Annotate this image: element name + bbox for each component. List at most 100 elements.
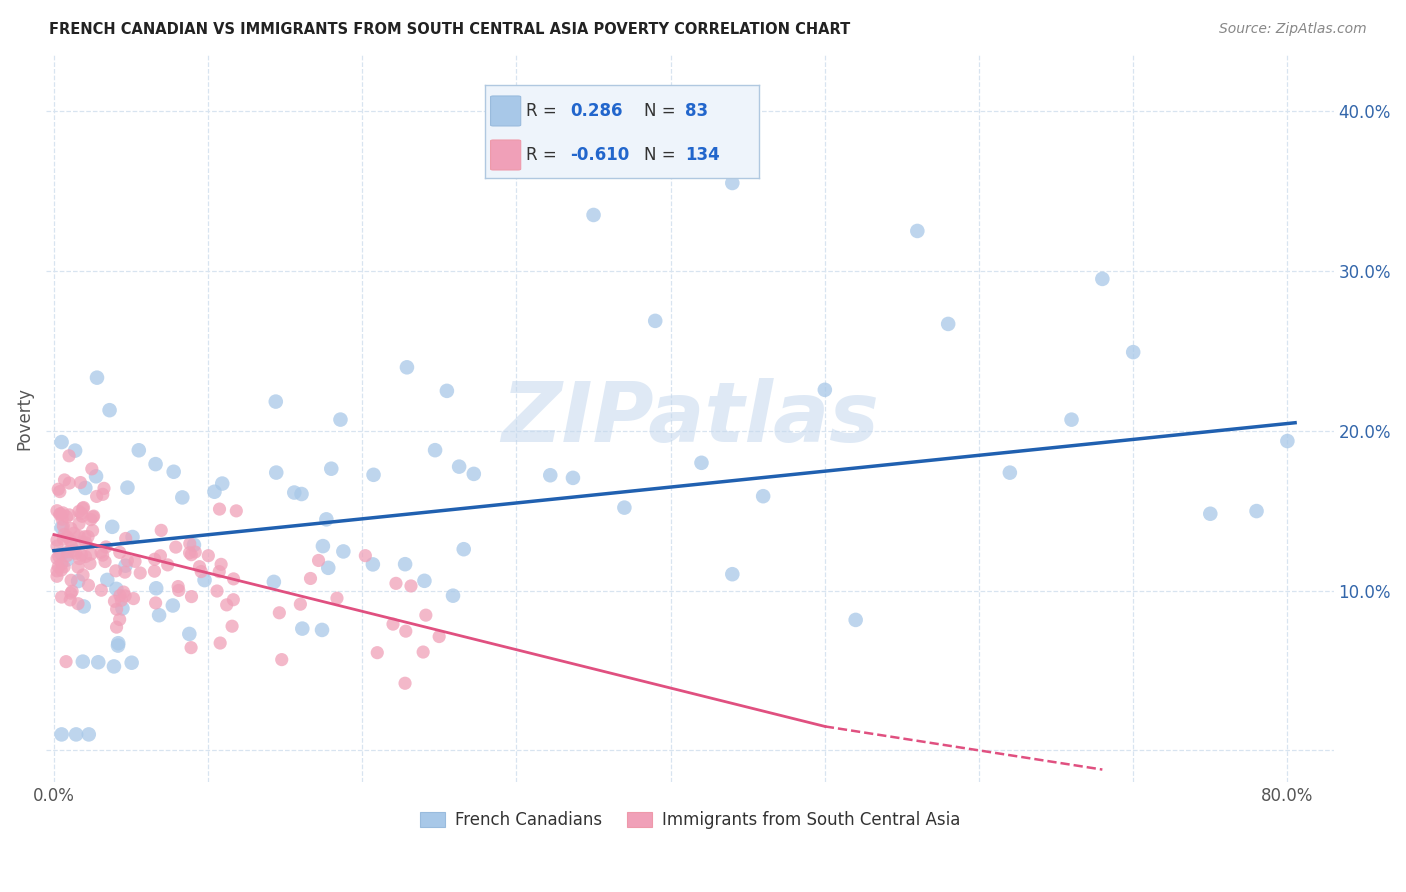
Point [1199,507,1222,521]
Point [179,627,201,641]
Point [172,491,194,505]
Point [105,620,128,634]
Text: 83: 83 [685,102,709,120]
Point [179,546,201,560]
Point [67,516,90,531]
Point [65,727,87,741]
Point [385,576,408,591]
Point [205,584,228,599]
Point [463,467,485,481]
Point [108,545,131,559]
Point [399,579,422,593]
Point [321,461,343,475]
Point [73,530,96,544]
Point [53,527,76,541]
Point [1060,412,1083,426]
Point [86,370,108,384]
Point [197,549,219,563]
Point [117,481,139,495]
Point [394,558,416,572]
Point [453,542,475,557]
Point [91,548,114,562]
Point [690,456,713,470]
Text: N =: N = [644,146,676,164]
FancyBboxPatch shape [491,96,520,126]
Point [204,484,226,499]
Point [75,481,97,495]
Point [188,559,211,574]
Point [149,549,172,563]
Point [211,476,233,491]
Point [721,567,744,582]
Point [264,394,287,409]
Point [94,540,117,554]
Point [270,652,292,666]
Point [290,597,312,611]
Point [46,539,69,553]
Point [814,383,837,397]
Point [121,530,143,544]
Point [156,558,179,572]
Point [299,572,322,586]
Point [415,608,437,623]
Point [56,530,79,544]
Point [394,676,416,690]
Point [361,558,384,572]
Point [183,538,205,552]
Point [193,573,215,587]
Point [58,476,80,491]
Point [395,360,418,375]
Point [51,563,73,577]
Point [46,504,69,518]
Point [167,580,190,594]
Point [221,619,243,633]
Point [366,646,388,660]
Point [58,449,80,463]
Point [165,540,187,554]
Point [1246,504,1268,518]
Point [63,443,86,458]
Point [48,549,70,564]
Point [208,565,231,579]
Point [84,469,107,483]
Point [75,549,97,564]
Y-axis label: Poverty: Poverty [15,387,32,450]
Point [107,636,129,650]
Point [67,504,90,518]
Point [112,585,135,599]
Point [65,546,87,560]
Point [162,599,184,613]
Point [264,466,287,480]
Point [148,608,170,623]
Point [215,598,238,612]
Point [143,564,166,578]
Point [128,443,150,458]
Point [121,656,143,670]
Point [312,539,335,553]
Point [59,586,82,600]
Point [108,612,131,626]
Point [51,727,73,741]
Point [423,443,446,458]
Point [51,557,73,571]
Point [308,553,330,567]
Point [90,545,112,559]
Point [122,591,145,606]
Point [114,589,136,603]
Point [60,574,83,588]
Text: Source: ZipAtlas.com: Source: ZipAtlas.com [1219,22,1367,37]
Point [67,529,90,543]
Point [69,475,91,490]
Point [55,509,77,524]
Point [208,502,231,516]
Point [80,462,103,476]
Point [329,412,352,426]
Point [70,509,93,524]
Point [51,520,73,534]
Point [56,545,79,559]
Point [62,543,84,558]
Text: N =: N = [644,102,676,120]
Point [413,574,436,588]
Point [96,573,118,587]
Point [283,485,305,500]
